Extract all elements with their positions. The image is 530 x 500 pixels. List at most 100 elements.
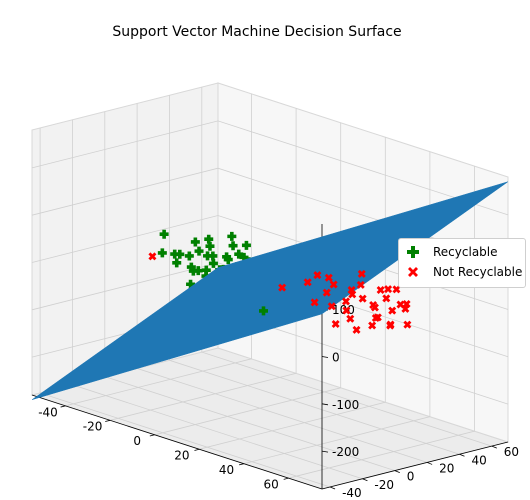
chart-title: Support Vector Machine Decision Surface	[112, 24, 401, 40]
not-recyclable-point	[371, 314, 380, 323]
not-recyclable-point	[403, 320, 412, 329]
y-tick-mark	[426, 462, 433, 465]
z-tick-mark	[321, 403, 329, 406]
z-tick-label: -100	[332, 398, 359, 412]
y-tick-mark	[362, 478, 368, 482]
y-grid-line	[201, 87, 492, 447]
recyclable-point	[172, 258, 182, 268]
recyclable-point	[175, 249, 185, 259]
not-recyclable-point	[347, 286, 356, 295]
x-tick-label: -40	[38, 405, 58, 419]
recyclable-point	[208, 258, 218, 268]
green-plus-marker-icon	[407, 246, 419, 258]
not-recyclable-point	[327, 302, 336, 311]
not-recyclable-point	[278, 283, 287, 292]
x-tick-label: -20	[83, 420, 103, 434]
legend: Recyclable Not Recyclable	[398, 238, 526, 288]
points-in-front	[259, 269, 412, 334]
recyclable-point	[193, 266, 203, 276]
not-recyclable-point	[303, 278, 312, 287]
recyclable-point	[228, 241, 238, 251]
z-grid-line	[31, 262, 509, 358]
y-tick-label: 20	[439, 461, 454, 475]
recyclable-point	[190, 237, 200, 247]
x-tick-mark	[194, 448, 200, 451]
x-tick-mark	[60, 405, 66, 408]
z-tick-mark	[321, 356, 329, 358]
recyclable-point	[170, 249, 180, 259]
x-tick-label: 40	[219, 463, 234, 477]
x-tick-label: 20	[174, 449, 189, 463]
y-tick-mark	[394, 470, 400, 473]
not-recyclable-point	[384, 285, 393, 294]
not-recyclable-point	[388, 306, 397, 315]
not-recyclable-point	[346, 314, 355, 323]
recyclable-point	[227, 231, 237, 241]
not-recyclable-point	[368, 321, 377, 330]
x-grid-line	[110, 108, 297, 421]
decision-plane	[31, 181, 509, 400]
not-recyclable-point	[357, 269, 366, 278]
not-recyclable-point	[324, 273, 333, 282]
y-tick-label: 0	[407, 470, 415, 484]
z-tick-label: 0	[332, 351, 340, 365]
not-recyclable-point	[352, 325, 361, 334]
x-grid-line	[65, 93, 252, 407]
recyclable-point	[186, 262, 196, 272]
red-x-marker-icon	[408, 267, 418, 277]
recyclable-point	[259, 306, 269, 316]
recyclable-point	[205, 241, 215, 251]
recyclable-point	[239, 252, 249, 262]
not-recyclable-point	[382, 294, 391, 303]
y-axis-line	[321, 441, 509, 490]
y-tick-mark	[329, 486, 336, 490]
y-tick-label: 60	[504, 445, 519, 459]
legend-label-recyclable: Recyclable	[433, 245, 498, 259]
not-recyclable-point	[342, 306, 351, 315]
z-grid-line	[31, 120, 509, 216]
not-recyclable-point	[386, 321, 395, 330]
x-axis-line	[31, 394, 323, 490]
z-tick-label: 100	[332, 303, 355, 317]
recyclable-point	[157, 248, 167, 258]
recyclable-point	[201, 265, 211, 275]
y-grid-line	[39, 128, 331, 488]
not-recyclable-point	[341, 297, 350, 306]
x-tick-mark	[238, 463, 245, 466]
x-tick-mark	[105, 419, 111, 422]
decision-surface	[31, 181, 509, 400]
legend-item-not-recyclable: Not Recyclable	[407, 262, 522, 282]
legend-item-recyclable: Recyclable	[407, 242, 498, 262]
not-recyclable-point	[370, 303, 379, 312]
recyclable-point	[223, 255, 233, 265]
not-recyclable-point	[329, 280, 338, 289]
y-tick-label: 40	[472, 453, 487, 467]
y-tick-label: -40	[342, 486, 362, 500]
y-axis: -40 -200 20 40 60	[321, 441, 519, 500]
not-recyclable-point	[313, 271, 322, 280]
recyclable-point	[159, 229, 169, 239]
recyclable-point	[203, 251, 213, 261]
recyclable-point	[234, 249, 244, 259]
x-tick-mark	[149, 434, 155, 437]
recyclable-point	[184, 251, 194, 261]
y-tick-mark	[491, 445, 497, 449]
not-recyclable-point	[376, 285, 385, 294]
x-grid-line	[154, 122, 342, 436]
not-recyclable-point	[310, 298, 319, 307]
recyclable-point	[241, 240, 251, 250]
z-tick-mark	[321, 450, 329, 453]
x-tick-label: 60	[263, 478, 278, 492]
recyclable-point	[204, 234, 214, 244]
recyclable-point	[208, 251, 218, 261]
y-grid-line	[169, 95, 460, 455]
not-recyclable-point	[402, 299, 411, 308]
z-tick-label: -200	[332, 445, 359, 459]
x-tick-mark	[283, 477, 289, 480]
recyclable-point	[186, 279, 196, 289]
not-recyclable-point	[148, 252, 157, 261]
not-recyclable-point	[331, 319, 340, 328]
recyclable-point	[194, 246, 204, 256]
